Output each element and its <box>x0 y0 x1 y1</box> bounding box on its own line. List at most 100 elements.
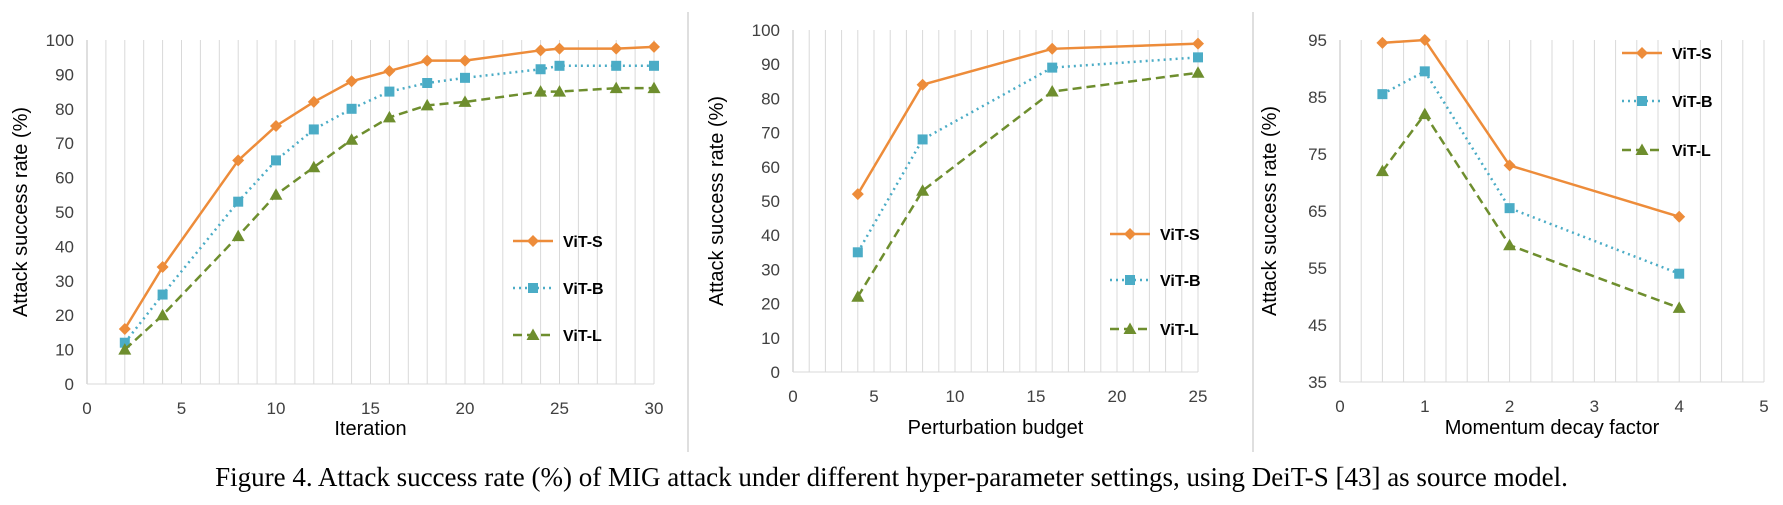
data-point-vit-b <box>384 86 395 97</box>
data-point-vit-l <box>1418 107 1432 120</box>
series-line-vit-s <box>1382 38 1680 218</box>
legend-marker-vit-b <box>1125 275 1135 285</box>
data-point-vit-s <box>1418 34 1431 46</box>
x-tick-label: 0 <box>82 399 91 418</box>
data-point-vit-s <box>610 42 623 55</box>
data-point-vit-s <box>534 44 547 57</box>
data-point-vit-l <box>916 184 930 196</box>
data-point-vit-l <box>1672 301 1686 313</box>
legend-marker-vit-b <box>528 283 538 293</box>
data-point-vit-l <box>269 188 283 200</box>
y-tick-label: 100 <box>46 31 74 50</box>
legend-label-vit-s: ViT-S <box>1672 46 1712 63</box>
data-point-vit-l <box>851 290 865 302</box>
data-point-vit-b <box>308 124 319 135</box>
data-point-vit-l <box>1375 164 1389 177</box>
chart-panel-1: 0 10 20 30 40 50 60 70 80 90 100 0 5 10 15 20 25 30 Iterat… <box>10 31 663 440</box>
y-tick-label: 80 <box>761 89 780 108</box>
data-point-vit-b <box>422 78 433 88</box>
data-point-vit-l <box>647 81 661 94</box>
data-point-vit-b <box>852 247 863 258</box>
y-axis-title: Attack success rate (%) <box>10 107 32 317</box>
data-point-vit-s <box>156 261 169 274</box>
x-axis-title: Iteration <box>334 418 406 440</box>
data-point-vit-s <box>1673 210 1686 223</box>
x-tick-label: 0 <box>788 387 797 406</box>
x-tick-label: 5 <box>1759 397 1768 416</box>
legend-label-vit-b: ViT-B <box>1160 273 1201 290</box>
legend-label-vit-b: ViT-B <box>563 281 604 298</box>
x-tick-label: 3 <box>1590 397 1599 416</box>
y-tick-label: 70 <box>761 124 780 143</box>
legend-label-vit-l: ViT-L <box>1160 322 1199 339</box>
data-point-vit-l <box>553 85 566 97</box>
x-tick-label: 25 <box>1189 387 1208 406</box>
y-tick-label: 90 <box>761 55 780 74</box>
y-tick-label: 40 <box>761 226 780 245</box>
y-tick-label: 50 <box>761 192 780 211</box>
data-point-vit-b <box>1047 62 1058 73</box>
data-point-vit-s <box>345 75 358 88</box>
data-point-vit-b <box>1504 203 1515 214</box>
y-tick-label: 30 <box>761 260 780 279</box>
data-point-vit-b <box>346 103 357 114</box>
x-tick-label: 10 <box>946 387 965 406</box>
x-tick-label: 25 <box>550 399 569 418</box>
x-tick-label: 5 <box>869 387 878 406</box>
legend-marker-vit-s <box>1636 47 1648 59</box>
y-tick-label: 0 <box>771 363 780 382</box>
x-tick-label: 20 <box>456 399 475 418</box>
data-point-vit-s <box>1503 159 1516 172</box>
y-tick-label: 30 <box>55 272 74 291</box>
data-point-vit-b <box>460 72 470 83</box>
x-tick-label: 2 <box>1505 397 1514 416</box>
legend-marker-vit-b <box>1637 96 1647 106</box>
y-tick-label: 55 <box>1308 259 1327 278</box>
data-point-vit-b <box>271 155 281 166</box>
data-point-vit-s <box>383 64 396 77</box>
data-point-vit-l <box>345 133 359 145</box>
figure-caption: Figure 4. Attack success rate (%) of MIG… <box>215 462 1568 492</box>
data-point-vit-s <box>307 95 320 108</box>
data-point-vit-b <box>233 196 244 207</box>
data-point-vit-s <box>1046 42 1059 55</box>
legend-marker-vit-l <box>1635 143 1649 155</box>
data-point-vit-b <box>157 289 168 300</box>
data-point-vit-b <box>1419 66 1430 77</box>
data-point-vit-b <box>649 60 659 71</box>
data-point-vit-s <box>916 78 929 91</box>
chart-panel-2: 0 10 20 30 40 50 60 70 80 90 100 0 5 10 15 20 25 Perturba… <box>706 21 1207 439</box>
x-tick-label: 5 <box>177 399 186 418</box>
y-tick-label: 60 <box>761 158 780 177</box>
y-tick-label: 75 <box>1308 145 1327 164</box>
data-point-vit-l <box>307 160 321 173</box>
data-point-vit-l <box>1045 85 1059 97</box>
data-point-vit-l <box>534 85 548 97</box>
series-line-vit-l <box>1381 111 1680 310</box>
data-point-vit-b <box>535 64 546 75</box>
x-tick-label: 4 <box>1674 397 1683 416</box>
data-point-vit-s <box>648 40 660 53</box>
data-point-vit-l <box>420 98 434 111</box>
y-tick-label: 0 <box>65 375 74 394</box>
data-point-vit-s <box>1376 36 1389 49</box>
data-point-vit-l <box>458 95 472 107</box>
y-tick-label: 35 <box>1308 373 1327 392</box>
legend-marker-vit-s <box>1124 228 1136 240</box>
legend-label-vit-l: ViT-L <box>563 328 602 345</box>
data-point-vit-b <box>1377 89 1388 100</box>
y-tick-label: 10 <box>55 341 74 360</box>
series-line-vit-b <box>856 56 1199 253</box>
data-point-vit-s <box>851 188 864 201</box>
y-tick-label: 65 <box>1308 202 1327 221</box>
y-tick-label: 80 <box>55 100 74 119</box>
data-point-vit-s <box>459 54 471 67</box>
legend-label-vit-l: ViT-L <box>1672 143 1711 160</box>
y-tick-label: 20 <box>55 306 74 325</box>
y-tick-label: 40 <box>55 237 74 256</box>
y-tick-label: 50 <box>55 203 74 222</box>
x-axis-title: Momentum decay factor <box>1445 417 1660 439</box>
